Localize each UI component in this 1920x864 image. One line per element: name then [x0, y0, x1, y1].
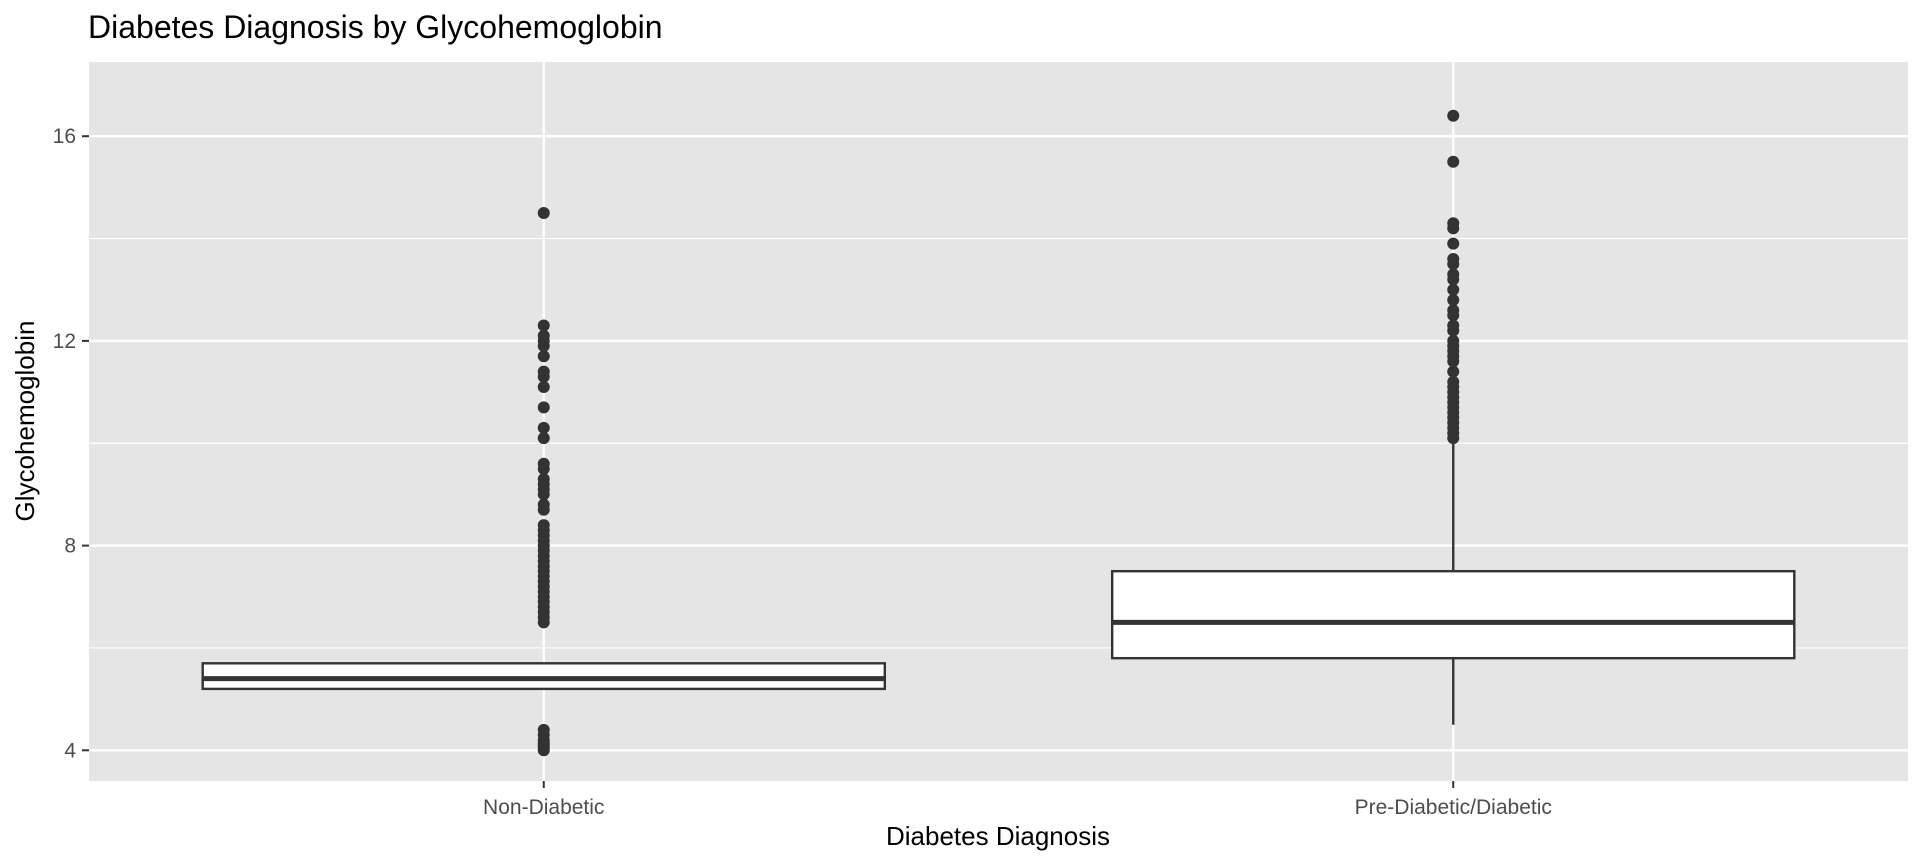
- outlier-point: [1447, 375, 1460, 388]
- outlier-point: [1447, 293, 1460, 306]
- y-tick-label: 16: [53, 125, 76, 148]
- outlier-point: [537, 723, 550, 736]
- boxes: [201, 109, 1796, 757]
- outlier-point: [1447, 109, 1460, 122]
- box-iqr: [201, 662, 887, 691]
- box-iqr: [1110, 569, 1796, 660]
- outlier-point: [537, 457, 550, 470]
- outlier-point: [1447, 283, 1460, 296]
- outlier-point: [537, 519, 550, 532]
- chart-title: Diabetes Diagnosis by Glycohemoglobin: [88, 9, 663, 45]
- axes: 4 8 12 16 Non-Diabetic Pre-Diabetic/Diabetic: [53, 125, 1552, 819]
- y-tick-label: 8: [64, 535, 76, 558]
- outlier-point: [537, 401, 550, 414]
- plot-panel: [89, 62, 1908, 781]
- outlier-point: [1447, 334, 1460, 347]
- outlier-point: [537, 206, 550, 219]
- outlier-point: [1447, 253, 1460, 266]
- grid-lines: [89, 62, 1908, 781]
- y-axis-title: Glycohemoglobin: [10, 321, 40, 522]
- outlier-point: [537, 498, 550, 511]
- box-group: [1110, 109, 1796, 725]
- x-axis-title: Diabetes Diagnosis: [886, 821, 1110, 851]
- outlier-point: [1447, 304, 1460, 317]
- outlier-point: [537, 365, 550, 378]
- outlier-point: [537, 319, 550, 332]
- outlier-point: [1447, 268, 1460, 281]
- outlier-point: [1447, 319, 1460, 332]
- outlier-point: [537, 380, 550, 393]
- y-tick-label: 12: [53, 330, 76, 353]
- outlier-point: [1447, 217, 1460, 230]
- outlier-point: [1447, 237, 1460, 250]
- outlier-point: [537, 421, 550, 434]
- y-tick-label: 4: [64, 739, 76, 762]
- outlier-point: [537, 350, 550, 363]
- x-tick-label: Non-Diabetic: [483, 796, 604, 819]
- outlier-point: [537, 432, 550, 445]
- outlier-point: [1447, 155, 1460, 168]
- x-tick-label: Pre-Diabetic/Diabetic: [1355, 796, 1552, 819]
- box-group: [201, 206, 887, 757]
- outlier-point: [537, 473, 550, 486]
- outlier-point: [537, 329, 550, 342]
- outlier-point: [1447, 365, 1460, 378]
